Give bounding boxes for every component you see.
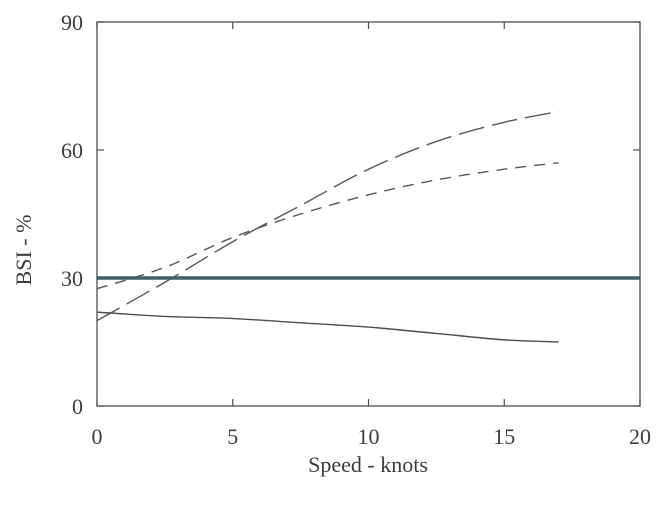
axis-ticks: [96, 21, 641, 407]
x-tick-label: 10: [358, 424, 380, 449]
x-tick-label: 15: [493, 424, 515, 449]
x-tick-label: 0: [92, 424, 103, 449]
y-tick-label: 30: [61, 266, 83, 291]
x-tick-label: 5: [227, 424, 238, 449]
y-tick-label: 60: [61, 138, 83, 163]
series-line-short-dash: [96, 162, 559, 290]
series-line-long-dash: [96, 110, 559, 322]
x-tick-label: 20: [629, 424, 651, 449]
series-line-solid: [96, 311, 559, 343]
y-axis-title: BSI - %: [11, 215, 36, 286]
tick-labels: 0 5 10 15 20 0 30 60 90: [61, 10, 651, 449]
plot-area: [96, 21, 641, 407]
series-lines: [96, 110, 640, 343]
y-tick-label: 90: [61, 10, 83, 35]
y-tick-label: 0: [72, 394, 83, 419]
plot-frame: [96, 21, 641, 407]
x-axis-title: Speed - knots: [308, 452, 428, 477]
